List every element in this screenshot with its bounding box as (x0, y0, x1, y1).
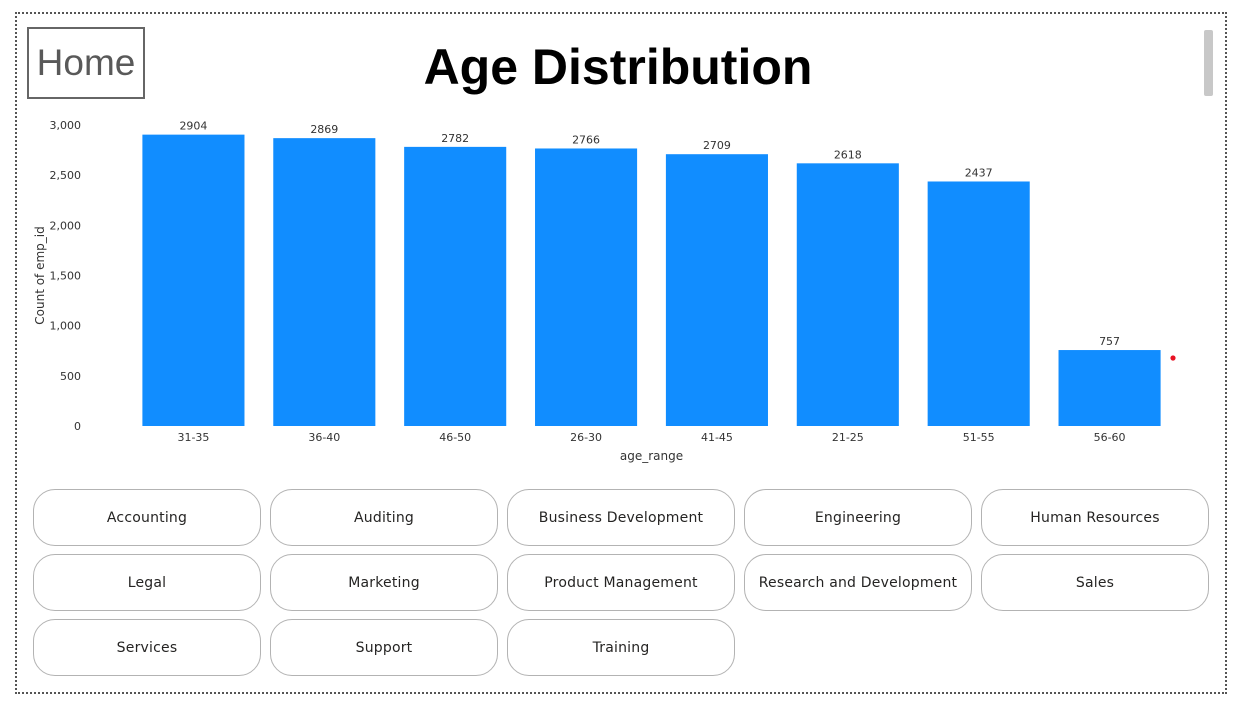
y-tick-label: 1,500 (50, 270, 82, 283)
bar[interactable] (927, 181, 1030, 426)
bar[interactable] (796, 163, 899, 426)
department-button[interactable]: Sales (981, 554, 1209, 611)
y-tick-label: 500 (60, 370, 81, 383)
data-label: 757 (1099, 335, 1120, 348)
department-button[interactable]: Human Resources (981, 489, 1209, 546)
bar[interactable] (273, 138, 376, 426)
department-button[interactable]: Legal (33, 554, 261, 611)
data-label: 2904 (179, 120, 207, 133)
data-label: 2437 (965, 166, 993, 179)
department-button[interactable]: Accounting (33, 489, 261, 546)
age-distribution-chart: 0 500 1,000 1,500 2,000 2,500 3,000 Count of em… (33, 119, 1176, 463)
bar[interactable] (1058, 350, 1161, 426)
x-tick-label: 41-45 (701, 431, 733, 444)
x-axis-title: age_range (620, 449, 683, 463)
home-button[interactable]: Home (27, 27, 145, 99)
x-tick-label: 56-60 (1094, 431, 1126, 444)
data-label: 2766 (572, 133, 600, 146)
data-label: 2869 (310, 123, 338, 136)
department-button[interactable]: Research and Development (744, 554, 972, 611)
y-axis-title: Count of emp_id (33, 226, 47, 324)
marker-dot (1170, 355, 1176, 361)
department-button[interactable]: Engineering (744, 489, 972, 546)
x-tick-label: 46-50 (439, 431, 471, 444)
department-button[interactable]: Training (507, 619, 735, 676)
data-label: 2782 (441, 132, 469, 145)
y-tick-label: 0 (74, 420, 81, 433)
page-title: Age Distribution (423, 39, 813, 95)
department-button[interactable]: Product Management (507, 554, 735, 611)
data-label: 2618 (834, 148, 862, 161)
x-tick-label: 36-40 (308, 431, 340, 444)
scrollbar-thumb[interactable] (1204, 30, 1213, 96)
bar[interactable] (404, 146, 507, 426)
x-tick-label: 51-55 (963, 431, 995, 444)
x-tick-label: 21-25 (832, 431, 864, 444)
bar[interactable] (535, 148, 638, 426)
x-tick-label: 26-30 (570, 431, 602, 444)
department-button[interactable]: Auditing (270, 489, 498, 546)
department-button[interactable]: Marketing (270, 554, 498, 611)
x-tick-label: 31-35 (177, 431, 209, 444)
y-tick-label: 1,000 (50, 320, 82, 333)
data-label: 2709 (703, 139, 731, 152)
bar[interactable] (665, 154, 768, 426)
y-tick-label: 2,500 (50, 169, 82, 182)
y-tick-label: 2,000 (50, 219, 82, 232)
department-button[interactable]: Support (270, 619, 498, 676)
bar[interactable] (142, 134, 245, 426)
department-button[interactable]: Business Development (507, 489, 735, 546)
y-tick-label: 3,000 (50, 119, 82, 132)
report-frame (15, 12, 1227, 694)
department-button[interactable]: Services (33, 619, 261, 676)
